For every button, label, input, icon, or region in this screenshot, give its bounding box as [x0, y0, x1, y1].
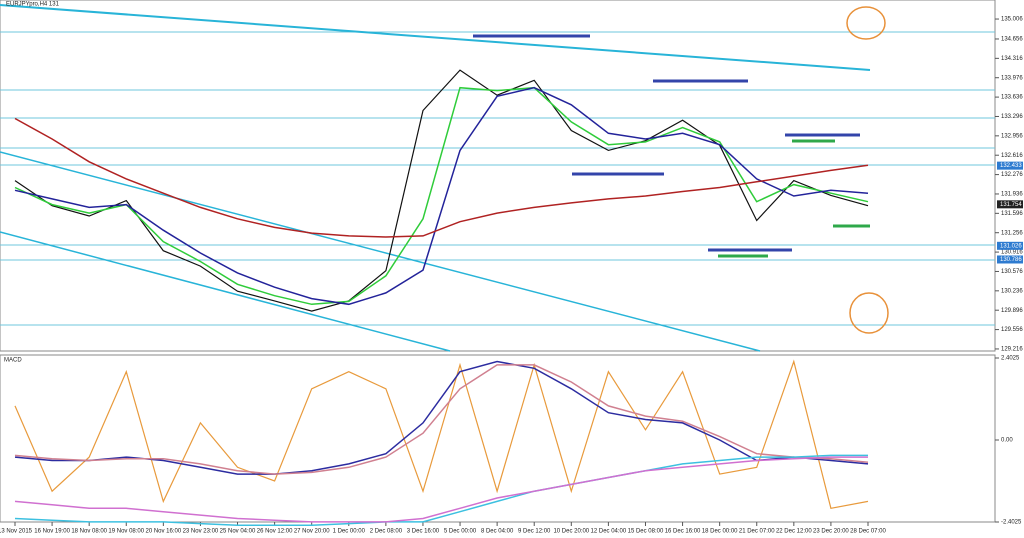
x-tick-label: 18 Nov 08:00 — [71, 529, 107, 535]
x-tick-label: 28 Dec 07:00 — [850, 529, 886, 535]
y-tick-label: 131.936 — [1001, 192, 1023, 198]
x-tick-label: 13 Nov 2015 — [0, 529, 33, 535]
x-tick-label: 2 Dec 08:00 — [370, 529, 403, 535]
price-tag-label: 132.433 — [1000, 163, 1022, 169]
y-tick-label: 134.656 — [1001, 37, 1023, 43]
y-tick-label: 132.956 — [1001, 133, 1023, 139]
x-tick-label: 10 Dec 20:00 — [553, 529, 589, 535]
x-tick-label: 3 Dec 16:00 — [407, 529, 440, 535]
price-tag-label: 131.754 — [1000, 202, 1022, 208]
x-tick-label: 5 Dec 00:00 — [444, 529, 477, 535]
x-tick-label: 15 Dec 08:00 — [628, 529, 664, 535]
price-panel — [0, 0, 996, 352]
y-tick-label: 130.576 — [1001, 269, 1023, 275]
y-tick-label: 130.236 — [1001, 288, 1023, 294]
y-tick-label: 132.616 — [1001, 153, 1023, 159]
series-line — [14, 360, 869, 475]
price-tag — [997, 241, 1023, 250]
y-tick-label: 130.916 — [1001, 250, 1023, 256]
y-tick-label: 133.296 — [1001, 114, 1023, 120]
y-tick-label: 135.006 — [1001, 17, 1023, 23]
y-tick-label: -2.4025 — [1001, 520, 1022, 526]
y-tick-label: 129.896 — [1001, 308, 1023, 314]
y-tick-label: 131.596 — [1001, 211, 1023, 217]
price-tag — [997, 200, 1023, 209]
x-tick-label: 26 Nov 12:00 — [257, 529, 293, 535]
levels — [0, 4, 995, 352]
y-tick-label: 132.276 — [1001, 172, 1023, 178]
y-tick-label: 131.256 — [1001, 230, 1023, 236]
series-line — [14, 364, 869, 475]
x-tick-label: 27 Nov 20:00 — [294, 529, 330, 535]
y-tick-label: 129.556 — [1001, 327, 1023, 333]
x-tick-label: 18 Dec 00:00 — [702, 529, 738, 535]
x-tick-label: 21 Dec 07:00 — [739, 529, 775, 535]
x-tick-label: 16 Nov 19:00 — [34, 529, 70, 535]
y-tick-label: 129.216 — [1001, 347, 1023, 353]
series-line — [14, 359, 869, 509]
price-tag-label: 131.026 — [1000, 243, 1022, 249]
series-line — [14, 86, 869, 306]
x-tick-label: 16 Dec 16:00 — [665, 529, 701, 535]
macd-panel — [0, 354, 996, 523]
x-tick-label: 23 Nov 23:00 — [183, 529, 219, 535]
chart-title: EURJPYpro,H4 131 — [6, 2, 60, 8]
y-tick-label: 134.316 — [1001, 56, 1023, 62]
y-tick-label: 2.4025 — [1001, 356, 1020, 362]
x-tick-label: 25 Nov 04:00 — [220, 529, 256, 535]
x-tick-label: 8 Dec 04:00 — [481, 529, 514, 535]
x-tick-label: 12 Dec 04:00 — [591, 529, 627, 535]
x-tick-label: 19 Nov 08:00 — [108, 529, 144, 535]
price-tag-label: 130.786 — [1000, 257, 1022, 263]
x-tick-label: 1 Dec 00:00 — [333, 529, 366, 535]
macd-title: MACD — [4, 358, 22, 364]
series-line — [14, 456, 868, 523]
series-line — [14, 454, 868, 527]
y-tick-label: 133.976 — [1001, 75, 1023, 81]
x-tick-label: 22 Dec 12:00 — [776, 529, 812, 535]
series-line — [14, 86, 869, 306]
y-tick-label: 133.636 — [1001, 95, 1023, 101]
series-line — [14, 117, 869, 238]
x-tick-label: 23 Dec 20:00 — [813, 529, 849, 535]
x-tick-label: 20 Nov 16:00 — [145, 529, 181, 535]
series-line — [14, 69, 869, 312]
x-tick-label: 9 Dec 12:00 — [518, 529, 551, 535]
y-tick-label: 0.00 — [1001, 438, 1013, 444]
price-tag — [997, 161, 1023, 170]
price-tag — [997, 255, 1023, 264]
